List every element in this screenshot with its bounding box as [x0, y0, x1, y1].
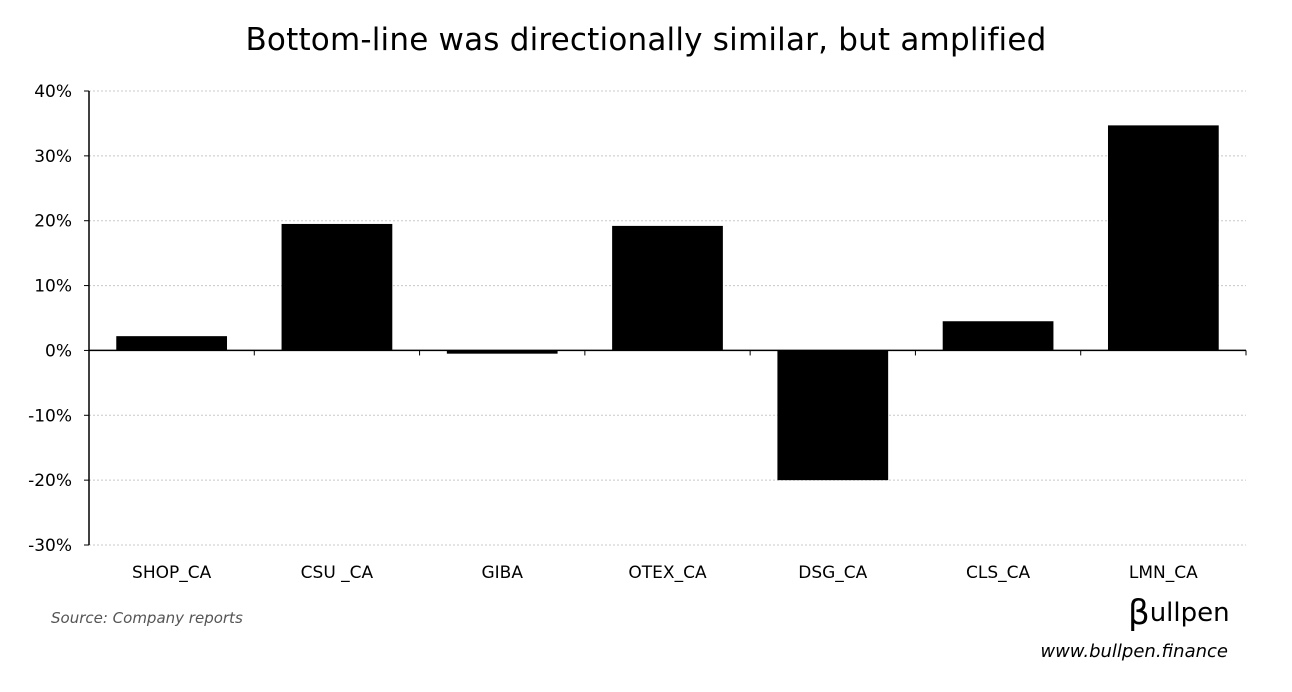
y-tick-label: -30%: [28, 536, 72, 556]
bar: [446, 350, 558, 354]
chart-title: Bottom-line was directionally similar, b…: [245, 22, 1047, 58]
x-tick-label: DSG_CA: [798, 563, 867, 583]
y-tick-label: 30%: [34, 147, 72, 167]
y-tick-labels: 40% 30% 20% 10% 0% -10% -20% -30%: [28, 82, 72, 556]
bars: [116, 125, 1219, 481]
axes: [84, 90, 1247, 546]
logo-wordmark: ullpen: [1149, 598, 1230, 628]
bar: [1107, 125, 1219, 351]
x-tick-label: GIBA: [481, 563, 523, 583]
x-tick-label: SHOP_CA: [132, 563, 212, 583]
x-tick-labels: SHOP_CA CSU _CA GIBA OTEX_CA DSG_CA CLS_CA LMN…: [132, 563, 1198, 583]
x-tick-label: LMN_CA: [1129, 563, 1198, 583]
bar: [116, 336, 228, 351]
y-tick-label: -20%: [28, 471, 72, 491]
bar: [777, 350, 889, 481]
source-note: Source: Company reports: [51, 609, 243, 627]
x-tick-label: CLS_CA: [966, 563, 1031, 583]
bar: [281, 223, 393, 351]
y-tick-label: -10%: [28, 406, 72, 426]
bullpen-logo: βullpen: [1128, 596, 1230, 630]
x-tick-label: OTEX_CA: [628, 563, 707, 583]
x-tick-label: CSU _CA: [301, 563, 374, 583]
y-tick-label: 10%: [34, 277, 72, 297]
bar: [942, 321, 1054, 351]
y-tick-label: 40%: [34, 82, 72, 102]
website-url: www.bullpen.finance: [1040, 641, 1228, 662]
y-tick-label: 0%: [45, 341, 72, 361]
y-tick-label: 20%: [34, 212, 72, 232]
beta-logo-glyph: β: [1128, 593, 1150, 633]
bar: [612, 225, 723, 351]
